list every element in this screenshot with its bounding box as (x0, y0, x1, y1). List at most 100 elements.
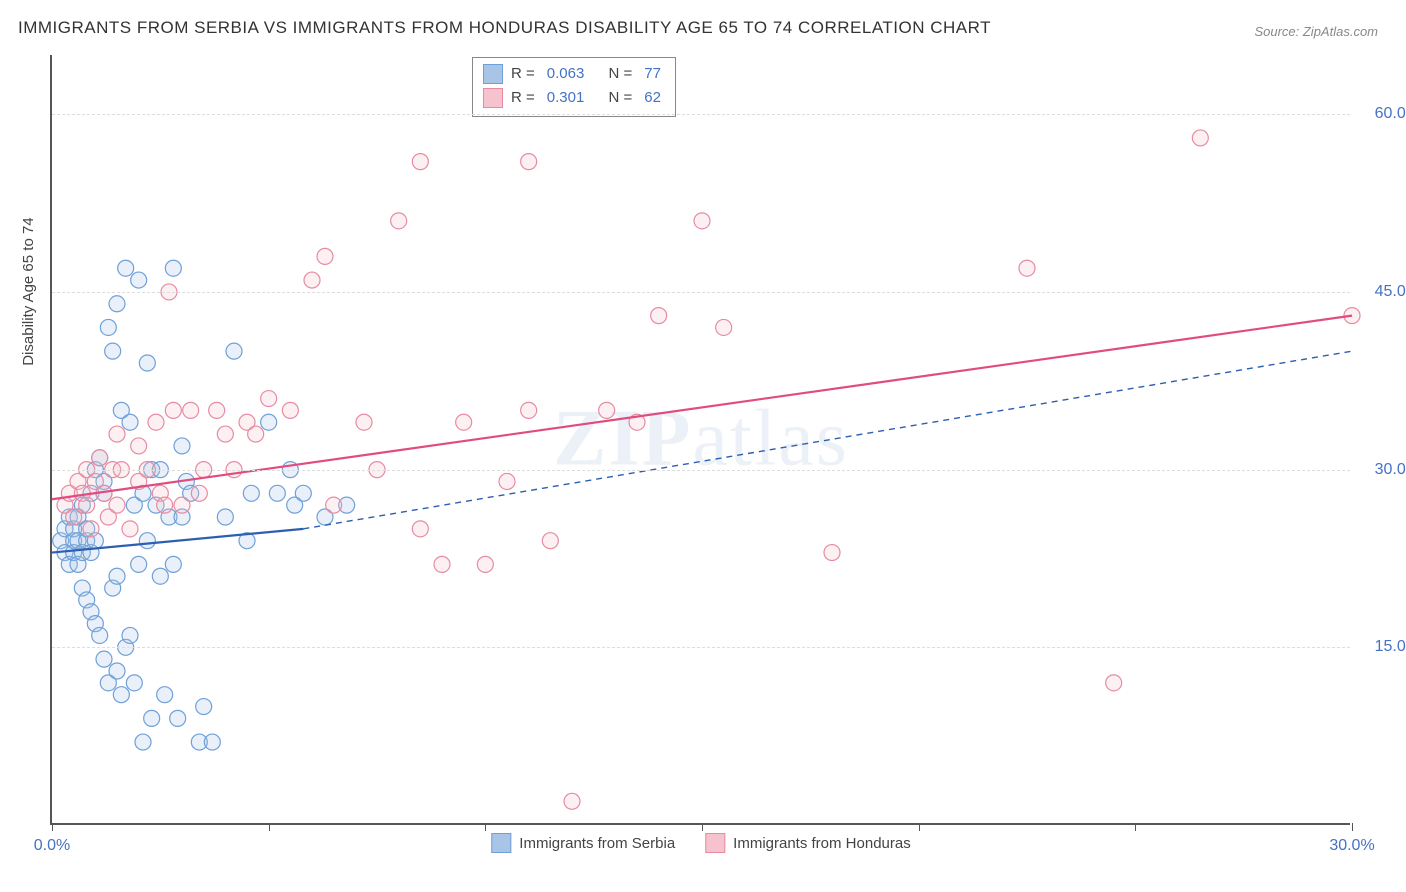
data-point (564, 793, 580, 809)
data-point (79, 497, 95, 513)
data-point (521, 402, 537, 418)
data-point (191, 485, 207, 501)
data-point (412, 154, 428, 170)
y-tick-label: 60.0% (1360, 105, 1406, 123)
data-point (165, 556, 181, 572)
data-point (135, 734, 151, 750)
data-point (209, 402, 225, 418)
data-point (226, 343, 242, 359)
data-point (217, 509, 233, 525)
data-point (92, 450, 108, 466)
x-tick-label: 0.0% (34, 837, 70, 855)
data-point (131, 438, 147, 454)
data-point (66, 509, 82, 525)
data-point (1192, 130, 1208, 146)
data-point (261, 414, 277, 430)
y-tick-label: 15.0% (1360, 638, 1406, 656)
data-point (148, 414, 164, 430)
data-point (248, 426, 264, 442)
data-point (356, 414, 372, 430)
y-tick-label: 30.0% (1360, 461, 1406, 479)
data-point (170, 710, 186, 726)
data-point (542, 533, 558, 549)
data-point (165, 260, 181, 276)
data-point (1106, 675, 1122, 691)
plot-area: ZIPatlas R = 0.063 N = 77 R = 0.301 N = … (50, 55, 1350, 825)
chart-title: IMMIGRANTS FROM SERBIA VS IMMIGRANTS FRO… (18, 18, 991, 38)
data-point (599, 402, 615, 418)
source-attribution: Source: ZipAtlas.com (1254, 24, 1378, 39)
x-tick (1352, 823, 1353, 831)
data-point (434, 556, 450, 572)
trend-line (52, 316, 1352, 500)
data-point (183, 402, 199, 418)
bottom-legend: Immigrants from Serbia Immigrants from H… (491, 833, 910, 853)
x-tick (52, 823, 53, 831)
data-point (282, 402, 298, 418)
data-point (217, 426, 233, 442)
data-point (126, 675, 142, 691)
data-point (118, 260, 134, 276)
data-point (131, 272, 147, 288)
data-point (144, 710, 160, 726)
x-tick (702, 823, 703, 831)
data-point (100, 319, 116, 335)
x-tick (269, 823, 270, 831)
bottom-legend-serbia-label: Immigrants from Serbia (519, 835, 675, 852)
data-point (204, 734, 220, 750)
data-point (139, 355, 155, 371)
grid-line (52, 114, 1350, 115)
grid-line (52, 647, 1350, 648)
data-point (109, 663, 125, 679)
data-point (122, 521, 138, 537)
data-point (152, 568, 168, 584)
data-point (477, 556, 493, 572)
data-point (109, 568, 125, 584)
data-point (157, 687, 173, 703)
x-tick (485, 823, 486, 831)
grid-line (52, 292, 1350, 293)
data-point (694, 213, 710, 229)
x-tick-label: 30.0% (1329, 837, 1374, 855)
grid-line (52, 470, 1350, 471)
chart-svg (52, 55, 1350, 823)
data-point (269, 485, 285, 501)
trend-line-extrapolated (303, 351, 1352, 529)
swatch-serbia-icon (491, 833, 511, 853)
data-point (157, 497, 173, 513)
data-point (165, 402, 181, 418)
data-point (131, 556, 147, 572)
data-point (651, 308, 667, 324)
data-point (92, 627, 108, 643)
data-point (139, 533, 155, 549)
swatch-honduras-icon (705, 833, 725, 853)
data-point (109, 497, 125, 513)
bottom-legend-serbia: Immigrants from Serbia (491, 833, 675, 853)
data-point (105, 343, 121, 359)
data-point (174, 438, 190, 454)
data-point (456, 414, 472, 430)
data-point (499, 473, 515, 489)
data-point (391, 213, 407, 229)
data-point (304, 272, 320, 288)
data-point (83, 521, 99, 537)
data-point (295, 485, 311, 501)
data-point (96, 651, 112, 667)
data-point (521, 154, 537, 170)
x-tick (1135, 823, 1136, 831)
data-point (113, 687, 129, 703)
data-point (824, 545, 840, 561)
data-point (196, 699, 212, 715)
data-point (412, 521, 428, 537)
y-axis-label: Disability Age 65 to 74 (20, 217, 37, 365)
bottom-legend-honduras: Immigrants from Honduras (705, 833, 911, 853)
data-point (716, 319, 732, 335)
data-point (122, 627, 138, 643)
data-point (1019, 260, 1035, 276)
bottom-legend-honduras-label: Immigrants from Honduras (733, 835, 911, 852)
data-point (326, 497, 342, 513)
x-tick (919, 823, 920, 831)
data-point (243, 485, 259, 501)
data-point (109, 296, 125, 312)
data-point (174, 497, 190, 513)
